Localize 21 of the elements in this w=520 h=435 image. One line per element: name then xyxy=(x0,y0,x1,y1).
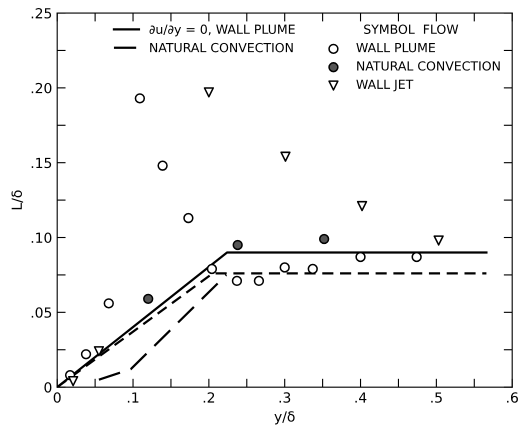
y-tick-label: .10 xyxy=(32,232,52,243)
x-axis-title: y/δ xyxy=(274,411,295,424)
x-tick-label: .5 xyxy=(431,392,442,403)
y-tick-label: .05 xyxy=(32,307,52,318)
x-tick-label: 0 xyxy=(54,392,61,403)
legend-label: WALL PLUME xyxy=(356,43,435,52)
y-tick-label: .25 xyxy=(32,8,52,19)
x-tick-label: .6 xyxy=(507,392,518,403)
y-tick-label: .20 xyxy=(32,82,52,94)
legend-label: WALL JET xyxy=(356,80,414,92)
legend-label: NATURAL CONVECTION xyxy=(357,61,500,71)
legend-label: NATURAL CONVECTION xyxy=(150,42,293,52)
legend-title: SYMBOL FLOW xyxy=(364,24,458,34)
y-tick-label: .15 xyxy=(32,158,52,168)
y-tick-label: 0 xyxy=(44,382,52,393)
x-tick-label: .2 xyxy=(204,392,214,403)
legend-label: ∂u/∂y = 0, WALL PLUME xyxy=(150,24,295,36)
x-tick-label: .3 xyxy=(280,392,290,403)
y-axis-title: L/δ xyxy=(12,190,24,210)
x-tick-label: .1 xyxy=(128,392,138,403)
x-tick-label: .4 xyxy=(355,392,366,403)
